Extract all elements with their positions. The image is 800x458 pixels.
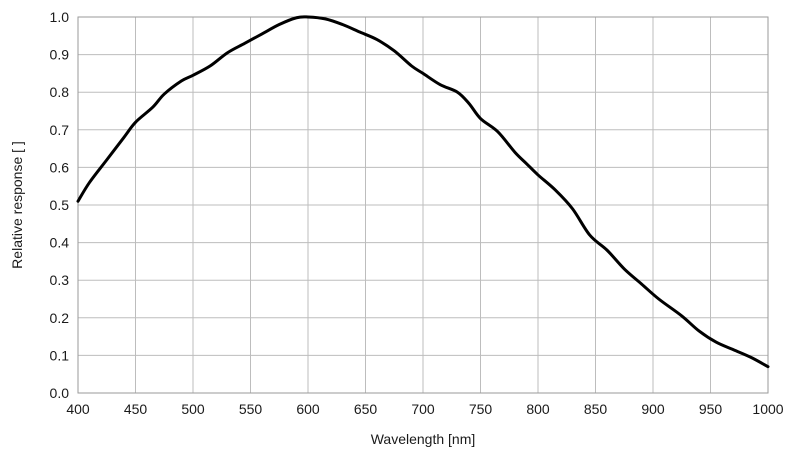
x-tick-label: 650 (354, 401, 378, 417)
x-axis-title: Wavelength [nm] (371, 431, 476, 447)
y-tick-label: 0.0 (50, 385, 70, 401)
x-tick-label: 800 (526, 401, 550, 417)
y-tick-label: 1.0 (50, 9, 70, 25)
x-tick-label: 850 (584, 401, 608, 417)
y-tick-label: 0.3 (50, 272, 70, 288)
y-tick-label: 0.6 (50, 159, 70, 175)
x-tick-label: 750 (469, 401, 493, 417)
y-tick-label: 0.5 (50, 197, 70, 213)
y-axis-ticks: 0.0 0.1 0.2 0.3 0.4 0.5 0.6 0.7 0.8 0.9 1.0 (50, 9, 70, 401)
x-axis-ticks: 400 450 500 550 600 650 700 750 800 850 900 950 1000 (66, 401, 783, 417)
y-tick-label: 0.9 (50, 47, 70, 63)
x-tick-label: 500 (181, 401, 205, 417)
x-tick-label: 900 (641, 401, 665, 417)
x-tick-label: 950 (699, 401, 723, 417)
x-tick-label: 550 (239, 401, 263, 417)
y-tick-label: 0.1 (50, 347, 70, 363)
y-tick-label: 0.4 (50, 235, 70, 251)
series-line (76, 15, 770, 369)
plot-frame (77, 16, 769, 394)
x-tick-label: 700 (411, 401, 435, 417)
y-tick-label: 0.8 (50, 84, 70, 100)
y-tick-label: 0.7 (50, 122, 70, 138)
y-axis-title: Relative response [ ] (9, 141, 25, 269)
x-tick-label: 400 (66, 401, 90, 417)
x-tick-label: 450 (124, 401, 148, 417)
x-tick-label: 1000 (752, 401, 783, 417)
x-tick-label: 600 (296, 401, 320, 417)
y-tick-label: 0.2 (50, 310, 70, 326)
